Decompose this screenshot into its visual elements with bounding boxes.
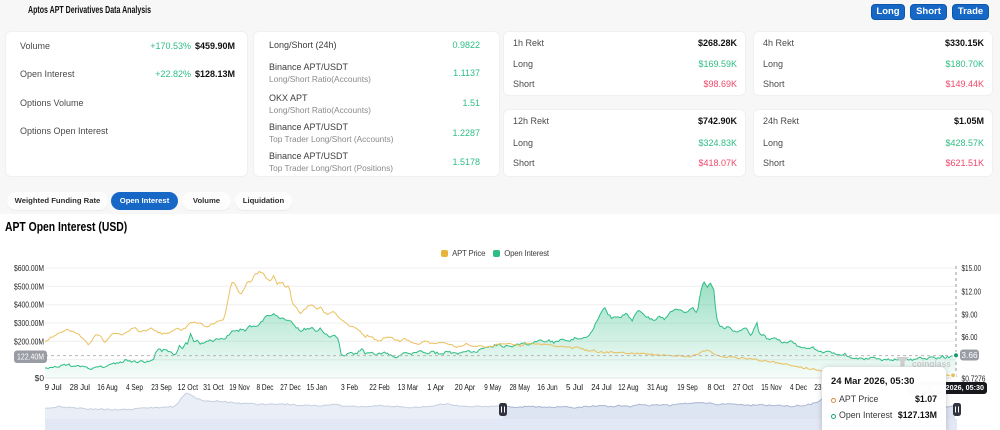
svg-text:$6.00: $6.00 [962, 333, 978, 342]
svg-text:27 Dec: 27 Dec [280, 383, 300, 392]
svg-text:31 Oct: 31 Oct [203, 383, 224, 392]
svg-text:16 Aug: 16 Aug [97, 383, 117, 392]
svg-text:4 Dec: 4 Dec [790, 383, 807, 392]
svg-text:122.40M: 122.40M [17, 353, 44, 362]
svg-text:28 May: 28 May [510, 383, 530, 392]
svg-text:3.66: 3.66 [961, 350, 978, 360]
svg-text:$500.00M: $500.00M [14, 281, 44, 291]
svg-text:13 Mar: 13 Mar [398, 383, 419, 392]
svg-text:12 Aug: 12 Aug [618, 383, 638, 392]
svg-text:$0: $0 [35, 373, 45, 383]
svg-text:16 Jun: 16 Jun [537, 383, 557, 392]
svg-text:$9.00: $9.00 [962, 311, 978, 320]
svg-text:31 Aug: 31 Aug [647, 383, 667, 392]
svg-text:23 Sep: 23 Sep [151, 383, 172, 392]
svg-text:15 Jan: 15 Jan [307, 383, 327, 392]
svg-text:27 Oct: 27 Oct [733, 383, 754, 392]
svg-text:coinglass: coinglass [912, 358, 951, 369]
svg-text:$0.7276: $0.7276 [962, 375, 986, 384]
svg-text:19 Nov: 19 Nov [229, 383, 249, 392]
svg-text:28 Jul: 28 Jul [70, 383, 91, 392]
svg-text:20 Apr: 20 Apr [455, 383, 476, 392]
svg-text:5 Jul: 5 Jul [566, 383, 583, 392]
svg-text:$15.00: $15.00 [962, 264, 982, 273]
svg-text:$400.00M: $400.00M [14, 300, 44, 310]
svg-text:9 Jul: 9 Jul [45, 383, 62, 392]
svg-text:24 Jul: 24 Jul [591, 383, 612, 392]
svg-text:22 Feb: 22 Feb [369, 383, 390, 392]
svg-text:9 May: 9 May [484, 383, 501, 392]
svg-text:$600.00M: $600.00M [14, 263, 44, 273]
svg-text:19 Sep: 19 Sep [677, 383, 698, 392]
svg-text:4 Sep: 4 Sep [126, 383, 144, 392]
svg-text:15 Nov: 15 Nov [761, 383, 781, 392]
svg-text:$12.00: $12.00 [962, 288, 982, 297]
svg-text:12 Oct: 12 Oct [178, 383, 199, 392]
svg-text:8 Oct: 8 Oct [708, 383, 726, 392]
svg-text:3 Feb: 3 Feb [341, 383, 359, 392]
svg-text:$200.00M: $200.00M [14, 336, 44, 346]
svg-text:1 Apr: 1 Apr [427, 383, 444, 392]
svg-text:8 Dec: 8 Dec [257, 383, 274, 392]
svg-text:$300.00M: $300.00M [14, 318, 44, 328]
